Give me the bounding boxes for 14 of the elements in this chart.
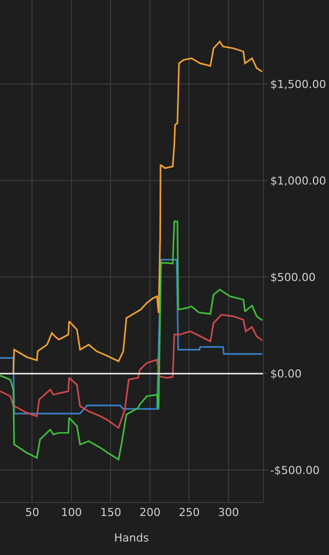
- x-tick-label: 200: [139, 506, 160, 520]
- x-tick-label: 50: [25, 506, 40, 520]
- x-tick-label: 150: [100, 506, 122, 520]
- y-tick-label: $1,500.00: [270, 78, 326, 91]
- y-tick-label: -$500.00: [270, 464, 320, 477]
- y-tick-label: $500.00: [270, 270, 316, 284]
- line-series: [0, 314, 263, 429]
- x-tick-label: 100: [60, 506, 82, 520]
- line-series: [12, 40, 263, 374]
- x-tick-label: 300: [218, 506, 239, 520]
- x-tick-label: 250: [178, 506, 200, 520]
- y-tick-label: $1,000.00: [270, 174, 326, 188]
- y-tick-label: $0.00: [270, 367, 302, 380]
- x-axis-title: Hands: [114, 531, 150, 544]
